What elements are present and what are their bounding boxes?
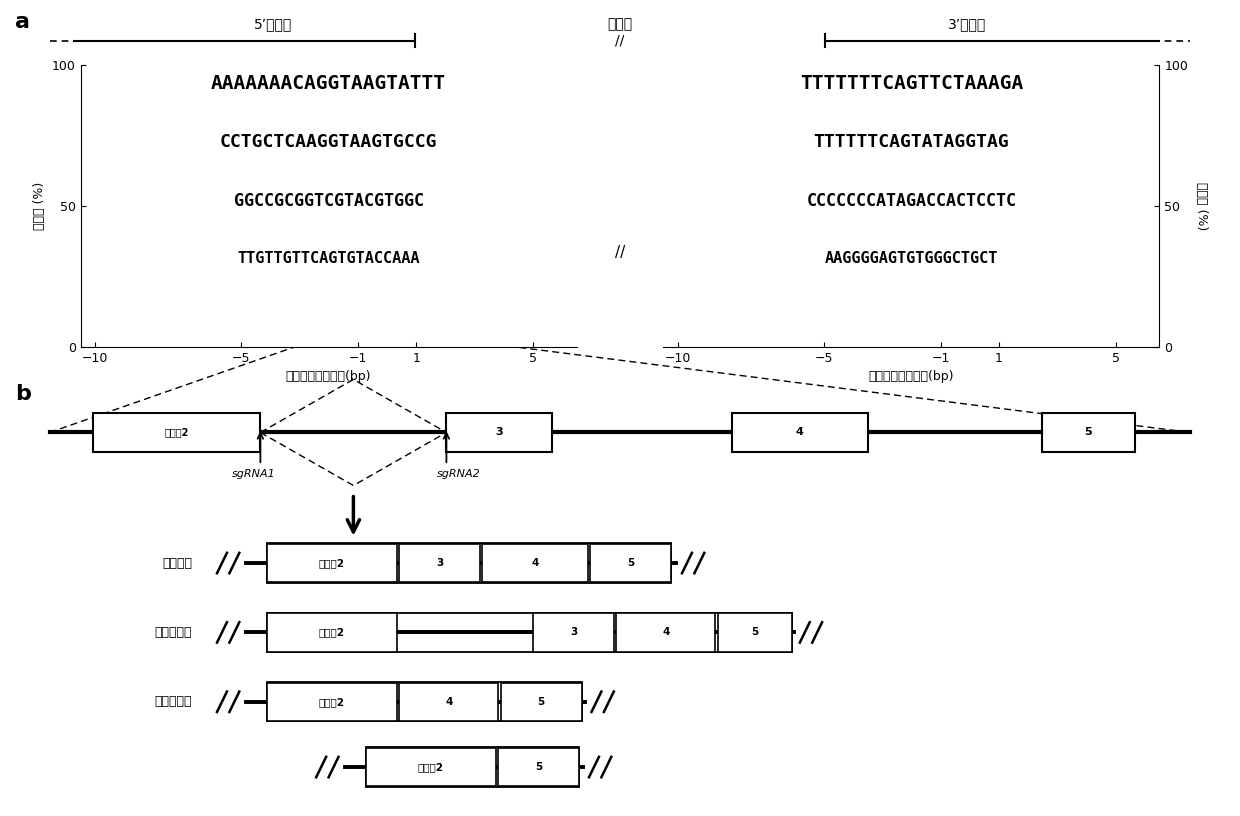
Bar [267,543,397,583]
Bar [93,413,260,452]
Text: 4: 4 [662,628,670,637]
Bar [482,543,588,583]
Y-axis label: 可能性 (%): 可能性 (%) [1194,182,1208,230]
Text: 5: 5 [536,762,542,772]
Text: 3: 3 [570,628,577,637]
Bar [267,613,397,652]
Text: 外显子2: 外显子2 [165,428,188,437]
Text: 3: 3 [436,558,443,568]
Text: 5’外显子: 5’外显子 [254,17,291,31]
Y-axis label: 可能性 (%): 可能性 (%) [33,182,46,230]
Bar [446,413,552,452]
Text: 内含子保留: 内含子保留 [155,626,192,639]
Text: 外显子跳跃: 外显子跳跃 [155,695,192,708]
X-axis label: 自剪接位点的距离(bp): 自剪接位点的距离(bp) [286,370,371,384]
Text: 3’外显子: 3’外显子 [949,17,986,31]
Text: 内含子: 内含子 [608,17,632,31]
Text: 3: 3 [495,428,503,437]
Bar [267,682,582,721]
Bar [366,747,579,787]
Bar [267,543,671,583]
Text: CCTGCTCAAGGTAAGTGCCG: CCTGCTCAAGGTAAGTGCCG [219,133,438,151]
Text: 正常剪切: 正常剪切 [162,557,192,570]
Text: sgRNA2: sgRNA2 [436,469,481,479]
Text: sgRNA1: sgRNA1 [232,469,277,479]
Bar [267,613,792,652]
Text: AAAAAAACAGGTAAGTATTT: AAAAAAACAGGTAAGTATTT [211,73,446,93]
Text: 外显子2: 外显子2 [319,558,345,568]
Text: 5: 5 [538,697,544,707]
Text: a: a [15,12,30,33]
Bar [399,682,498,721]
Text: AAGGGGAGTGTGGGCTGCT: AAGGGGAGTGTGGGCTGCT [825,251,998,266]
Text: TTTTTTCAGTATAGGTAG: TTTTTTCAGTATAGGTAG [813,133,1009,151]
Text: 4: 4 [796,428,804,437]
Bar [267,682,397,721]
Text: 外显子2: 外显子2 [319,697,345,707]
Text: TTTTTTTCAGTTCTAAAGA: TTTTTTTCAGTTCTAAAGA [800,73,1023,93]
Text: 5: 5 [627,558,634,568]
Text: //: // [615,33,625,48]
Bar [732,413,868,452]
Text: CCCCCCCATAGACCACTCCTC: CCCCCCCATAGACCACTCCTC [806,192,1017,210]
Text: 5: 5 [1084,428,1092,437]
Bar [1042,413,1135,452]
Bar [366,747,496,787]
Bar [616,613,715,652]
Text: b: b [15,384,31,404]
Bar [399,543,480,583]
Text: GGCCGCGGTCGTACGTGGC: GGCCGCGGTCGTACGTGGC [233,192,424,210]
Text: 5: 5 [751,628,759,637]
Bar [718,613,792,652]
Bar [501,682,582,721]
X-axis label: 自剪接位点的距离(bp): 自剪接位点的距离(bp) [869,370,954,384]
Text: 4: 4 [445,697,453,707]
Bar [498,747,579,787]
Text: 外显子2: 外显子2 [319,628,345,637]
Text: 4: 4 [532,558,538,568]
Bar [590,543,671,583]
Text: TTGTTGTTCAGTGTACCAAA: TTGTTGTTCAGTGTACCAAA [237,251,420,266]
Text: //: // [615,246,625,260]
Bar [533,613,614,652]
Text: 外显子2: 外显子2 [418,762,444,772]
